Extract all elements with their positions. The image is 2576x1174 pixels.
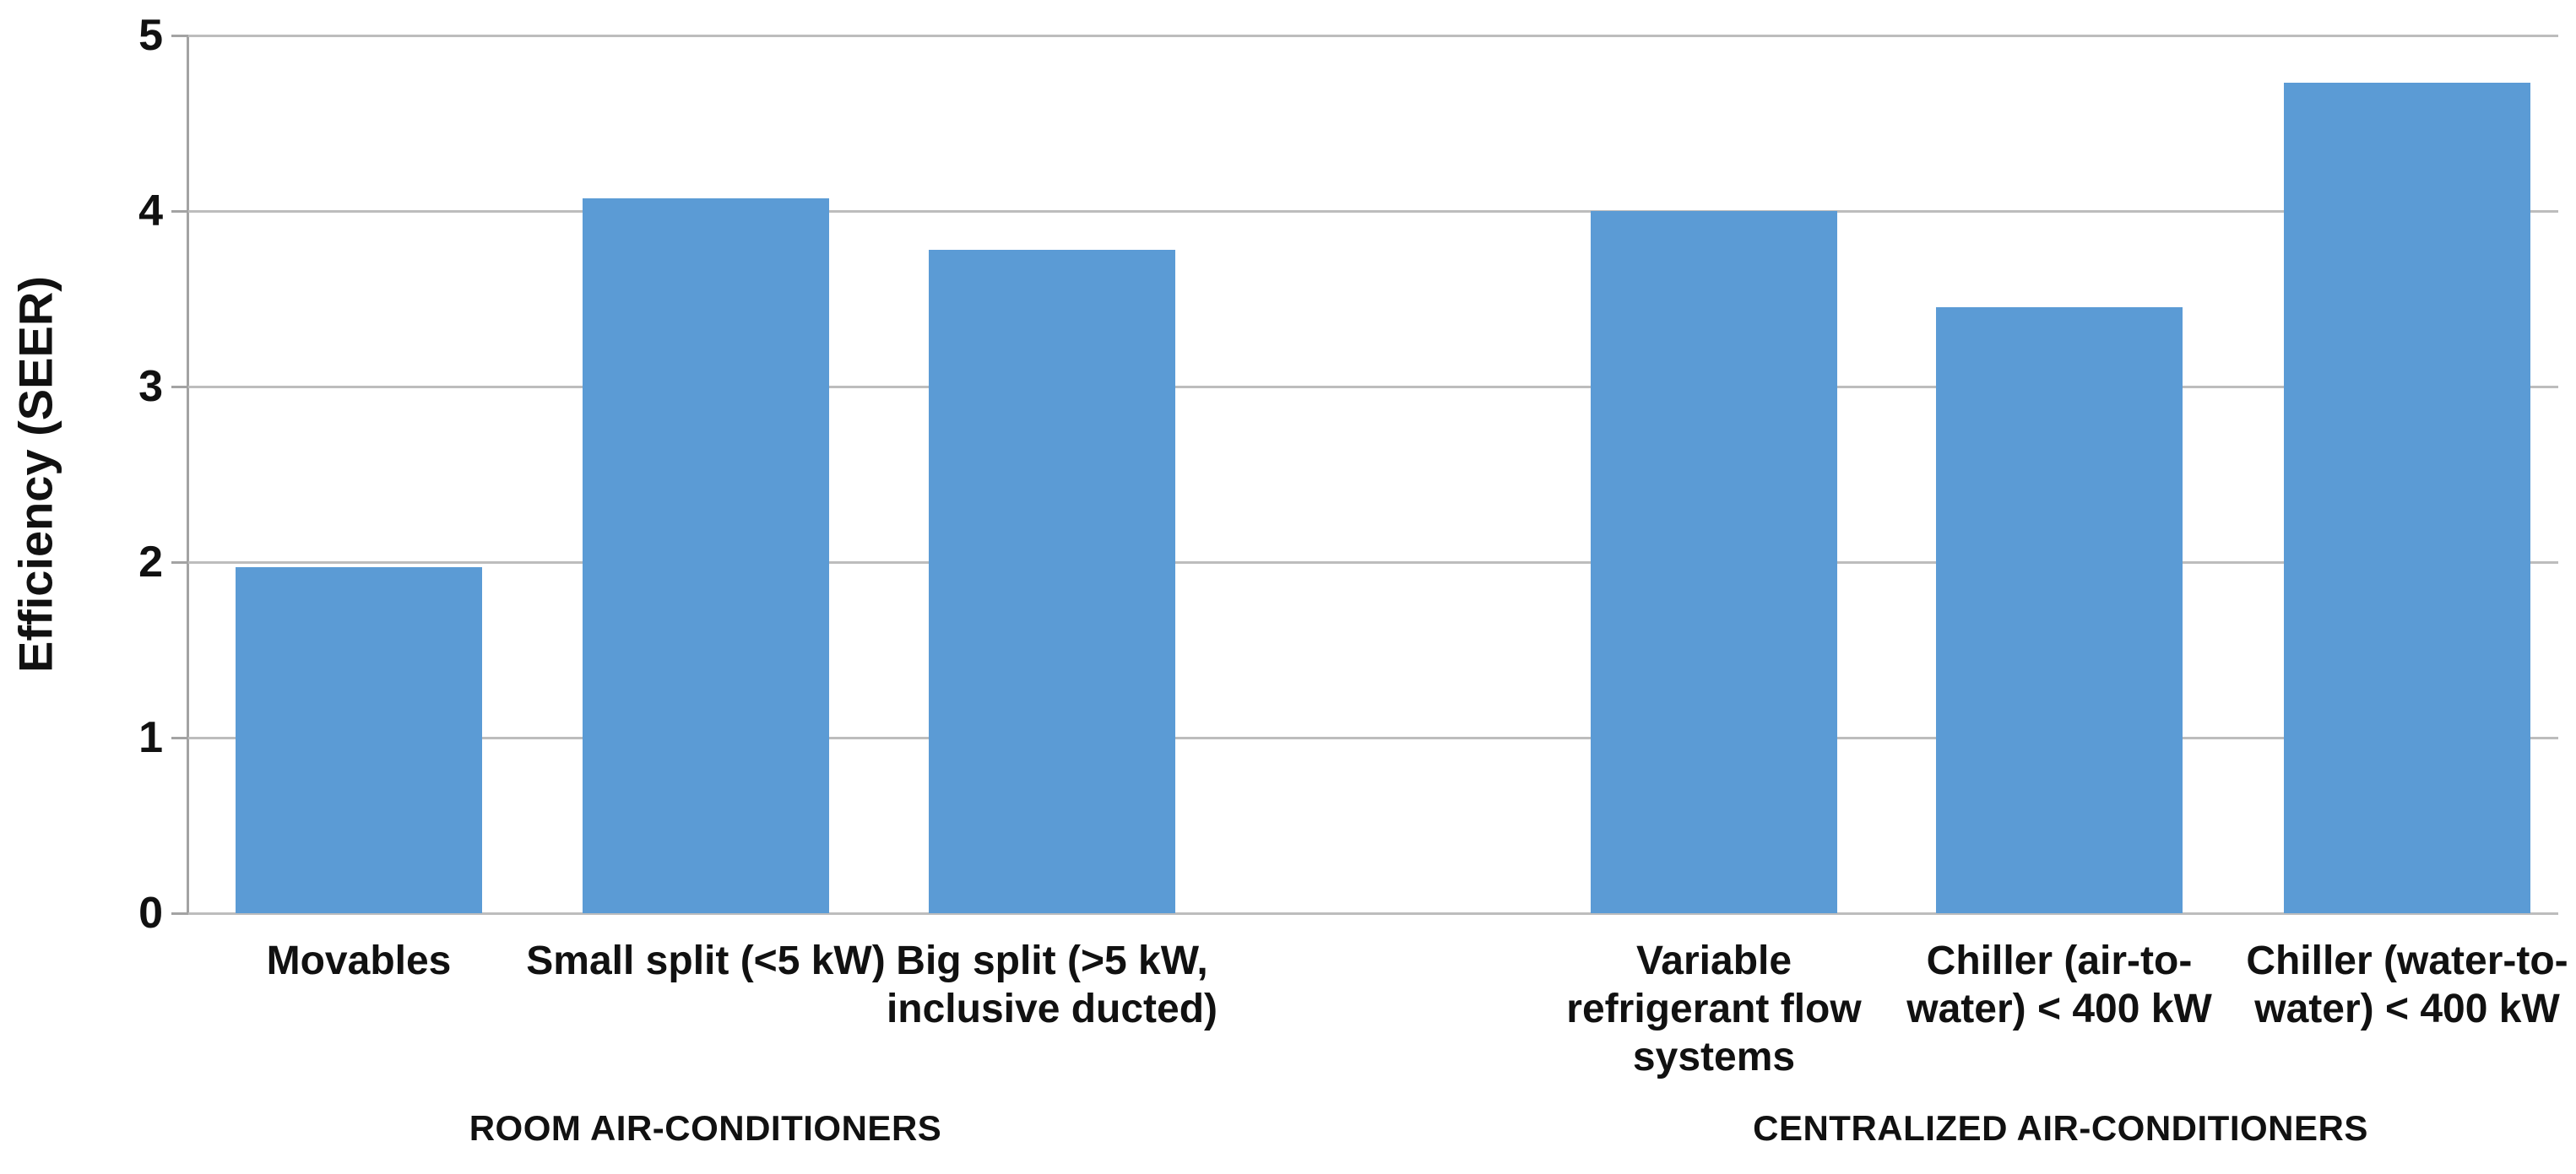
y-tick-label-2: 2 [138, 538, 163, 587]
y-tickmark-4 [171, 210, 188, 213]
y-tick-label-3: 3 [138, 362, 163, 411]
category-label-line: refrigerant flow [1566, 987, 1862, 1031]
category-label-2: Big split (>5 kW, inclusive ducted) [858, 937, 1246, 1033]
bar-variable-refrigerant-flow-systems [1591, 211, 1837, 913]
group-label-room-air-conditioners: ROOM AIR-CONDITIONERS [469, 1108, 942, 1148]
group-label-centralized-air-conditioners: CENTRALIZED AIR-CONDITIONERS [1753, 1108, 2368, 1148]
y-tick-label-5: 5 [138, 11, 163, 60]
gridline-0 [187, 912, 2558, 915]
category-label-5: Chiller (water-to-water) < 400 kW [2213, 937, 2576, 1033]
y-tickmark-3 [171, 386, 188, 388]
y-tick-label-4: 4 [138, 187, 163, 235]
category-label-line: Chiller (water-to- [2246, 939, 2568, 983]
y-axis-line [187, 35, 189, 915]
bar-chiller-water-to-water-400-kw [2284, 83, 2530, 913]
bar-movables [236, 567, 482, 913]
category-label-line: Small split (<5 kW) [526, 939, 886, 983]
y-tick-label-0: 0 [138, 889, 163, 938]
bar-chiller-air-to-water-400-kw [1936, 307, 2183, 913]
gridline-4 [187, 210, 2558, 213]
bar-big-split-5-kw-inclusive-ducted [929, 249, 1175, 913]
bar-small-split-5-kw [583, 198, 829, 913]
category-label-0: Movables [165, 937, 553, 985]
y-tickmark-2 [171, 561, 188, 564]
category-label-4: Chiller (air-to-water) < 400 kW [1865, 937, 2253, 1033]
gridline-5 [187, 35, 2558, 37]
y-tickmark-0 [171, 912, 188, 915]
gridline-2 [187, 561, 2558, 564]
gridline-3 [187, 386, 2558, 388]
plot-area [187, 35, 2558, 915]
category-label-line: water) < 400 kW [2254, 987, 2560, 1031]
category-label-1: Small split (<5 kW) [512, 937, 900, 985]
y-tickmark-1 [171, 737, 188, 739]
category-label-line: Big split (>5 kW, [896, 939, 1208, 983]
category-label-line: water) < 400 kW [1906, 987, 2212, 1031]
category-label-line: inclusive ducted) [886, 987, 1218, 1031]
category-label-line: Chiller (air-to- [1926, 939, 2193, 983]
category-label-3: Variable refrigerant flow systems [1520, 937, 1908, 1081]
gridline-1 [187, 737, 2558, 739]
y-tick-label-1: 1 [138, 713, 163, 762]
y-axis-title: Efficiency (SEER) [8, 276, 62, 673]
y-tickmark-5 [171, 35, 188, 37]
category-label-line: Movables [266, 939, 452, 983]
category-label-line: systems [1632, 1035, 1796, 1079]
category-label-line: Variable [1635, 939, 1792, 983]
